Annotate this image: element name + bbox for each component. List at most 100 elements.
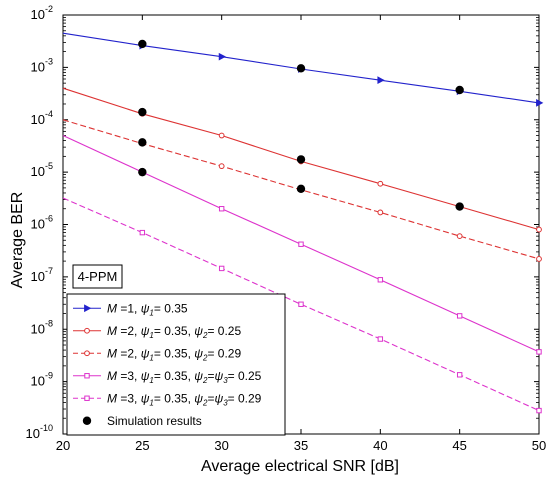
legend-psi: ψ (214, 369, 223, 383)
legend-label: M =3, ψ1= 0.35, ψ2=ψ3= 0.25 (107, 369, 262, 385)
legend-m: M (107, 369, 117, 383)
legend-subscript: 1 (149, 376, 153, 385)
legend-value: = 0.35, (154, 346, 194, 360)
circle-marker (218, 132, 225, 139)
circle-marker (84, 350, 90, 357)
legend-psi: ψ (141, 301, 150, 315)
legend-simulation-label: Simulation results (107, 414, 202, 428)
legend-entry: M =2, ψ1= 0.35, ψ2= 0.29 (73, 346, 241, 362)
legend-subscript: 2 (202, 376, 208, 385)
legend-subscript: 2 (202, 353, 208, 362)
circle-marker (536, 226, 542, 233)
legend-value: = 0.25 (228, 369, 262, 383)
legend-value: = 0.29 (207, 346, 241, 360)
x-tick-label: 50 (532, 438, 546, 453)
square-marker (456, 313, 463, 319)
annotation-label: 4-PPM (78, 269, 118, 284)
square-marker (84, 395, 90, 401)
legend-m-value: =2, (117, 346, 141, 360)
circle-marker (377, 180, 384, 187)
y-tick-exponent: -4 (45, 109, 53, 119)
y-tick-exponent: -7 (45, 266, 53, 276)
y-tick-exponent: -8 (45, 318, 53, 328)
legend-value: = 0.29 (228, 391, 262, 405)
square-marker (456, 372, 463, 378)
simulation-point (138, 167, 147, 177)
annotation-box (72, 264, 123, 289)
triangle-marker (377, 76, 385, 85)
legend-m: M (107, 324, 117, 338)
triangle-marker (218, 52, 227, 61)
x-tick-label: 20 (56, 438, 70, 453)
legend-subscript: 1 (149, 353, 153, 362)
legend-m-value: =3, (117, 391, 141, 405)
legend-value: = 0.35 (154, 301, 188, 315)
legend-m: M (107, 301, 117, 315)
legend-m: M (107, 346, 117, 360)
circle-marker (377, 209, 384, 216)
legend-label: M =1, ψ1= 0.35 (107, 301, 188, 317)
legend-subscript: 2 (202, 331, 208, 340)
square-marker (139, 229, 146, 236)
square-marker (536, 349, 542, 355)
circle-marker (536, 256, 542, 262)
legend-psi: ψ (194, 346, 203, 360)
legend-subscript: 3 (223, 376, 228, 385)
simulation-point (455, 202, 464, 211)
legend-entry: M =3, ψ1= 0.35, ψ2=ψ3= 0.25 (73, 369, 262, 385)
y-tick-exponent: -10 (40, 423, 53, 433)
legend-psi: ψ (194, 391, 203, 405)
legend-subscript: 1 (149, 308, 153, 317)
square-marker (536, 407, 542, 414)
legend-m-value: =3, (117, 369, 141, 383)
y-tick-exponent: -9 (45, 371, 53, 381)
x-tick-label: 25 (135, 438, 149, 453)
simulation-point (296, 64, 306, 73)
legend-entry: M =3, ψ1= 0.35, ψ2=ψ3= 0.29 (73, 391, 262, 407)
x-tick-label: 35 (294, 438, 308, 453)
y-axis-label: Average BER (9, 192, 26, 289)
triangle-marker (84, 304, 92, 313)
legend-simulation-marker (82, 416, 92, 425)
x-tick-label: 40 (373, 438, 387, 453)
y-tick-exponent: -3 (45, 56, 53, 66)
legend-psi: ψ (141, 324, 150, 338)
legend-entry-simulation: Simulation results (82, 414, 202, 428)
annotation-layer: 4-PPM (72, 264, 123, 289)
legend-psi: ψ (141, 391, 150, 405)
simulation-point (138, 39, 147, 49)
simulation-point (455, 85, 464, 95)
legend-value: = 0.35, (154, 369, 194, 383)
legend-value: = 0.35, (154, 391, 194, 405)
simulation-point (296, 184, 306, 194)
legend: M =1, ψ1= 0.35M =2, ψ1= 0.35, ψ2= 0.25M … (66, 293, 286, 436)
legend-value: = 0.35, (154, 324, 194, 338)
circle-marker (218, 163, 225, 170)
legend-label: M =3, ψ1= 0.35, ψ2=ψ3= 0.29 (107, 391, 262, 407)
simulation-point (138, 138, 147, 147)
simulation-point (296, 155, 306, 164)
x-tick-label: 45 (452, 438, 466, 453)
y-tick-exponent: -6 (45, 214, 53, 224)
legend-label: M =2, ψ1= 0.35, ψ2= 0.29 (107, 346, 241, 362)
square-marker (377, 277, 384, 283)
circle-marker (456, 233, 463, 240)
legend-subscript: 2 (202, 398, 208, 407)
legend-subscript: 1 (149, 331, 153, 340)
legend-psi: ψ (214, 391, 223, 405)
legend-entry: M =1, ψ1= 0.35 (73, 301, 188, 317)
legend-value: = (207, 369, 214, 383)
legend-entry: M =2, ψ1= 0.35, ψ2= 0.25 (73, 324, 241, 340)
legend-value: = 0.25 (207, 324, 241, 338)
square-marker (298, 241, 304, 247)
triangle-marker (536, 99, 544, 107)
legend-m: M (107, 391, 117, 405)
legend-m-value: =2, (117, 324, 141, 338)
legend-subscript: 1 (149, 398, 153, 407)
square-marker (218, 265, 225, 272)
x-axis-label: Average electrical SNR [dB] (201, 458, 399, 475)
simulation-point (138, 107, 147, 117)
legend-label: M =2, ψ1= 0.35, ψ2= 0.25 (107, 324, 241, 340)
legend-psi: ψ (194, 324, 203, 338)
